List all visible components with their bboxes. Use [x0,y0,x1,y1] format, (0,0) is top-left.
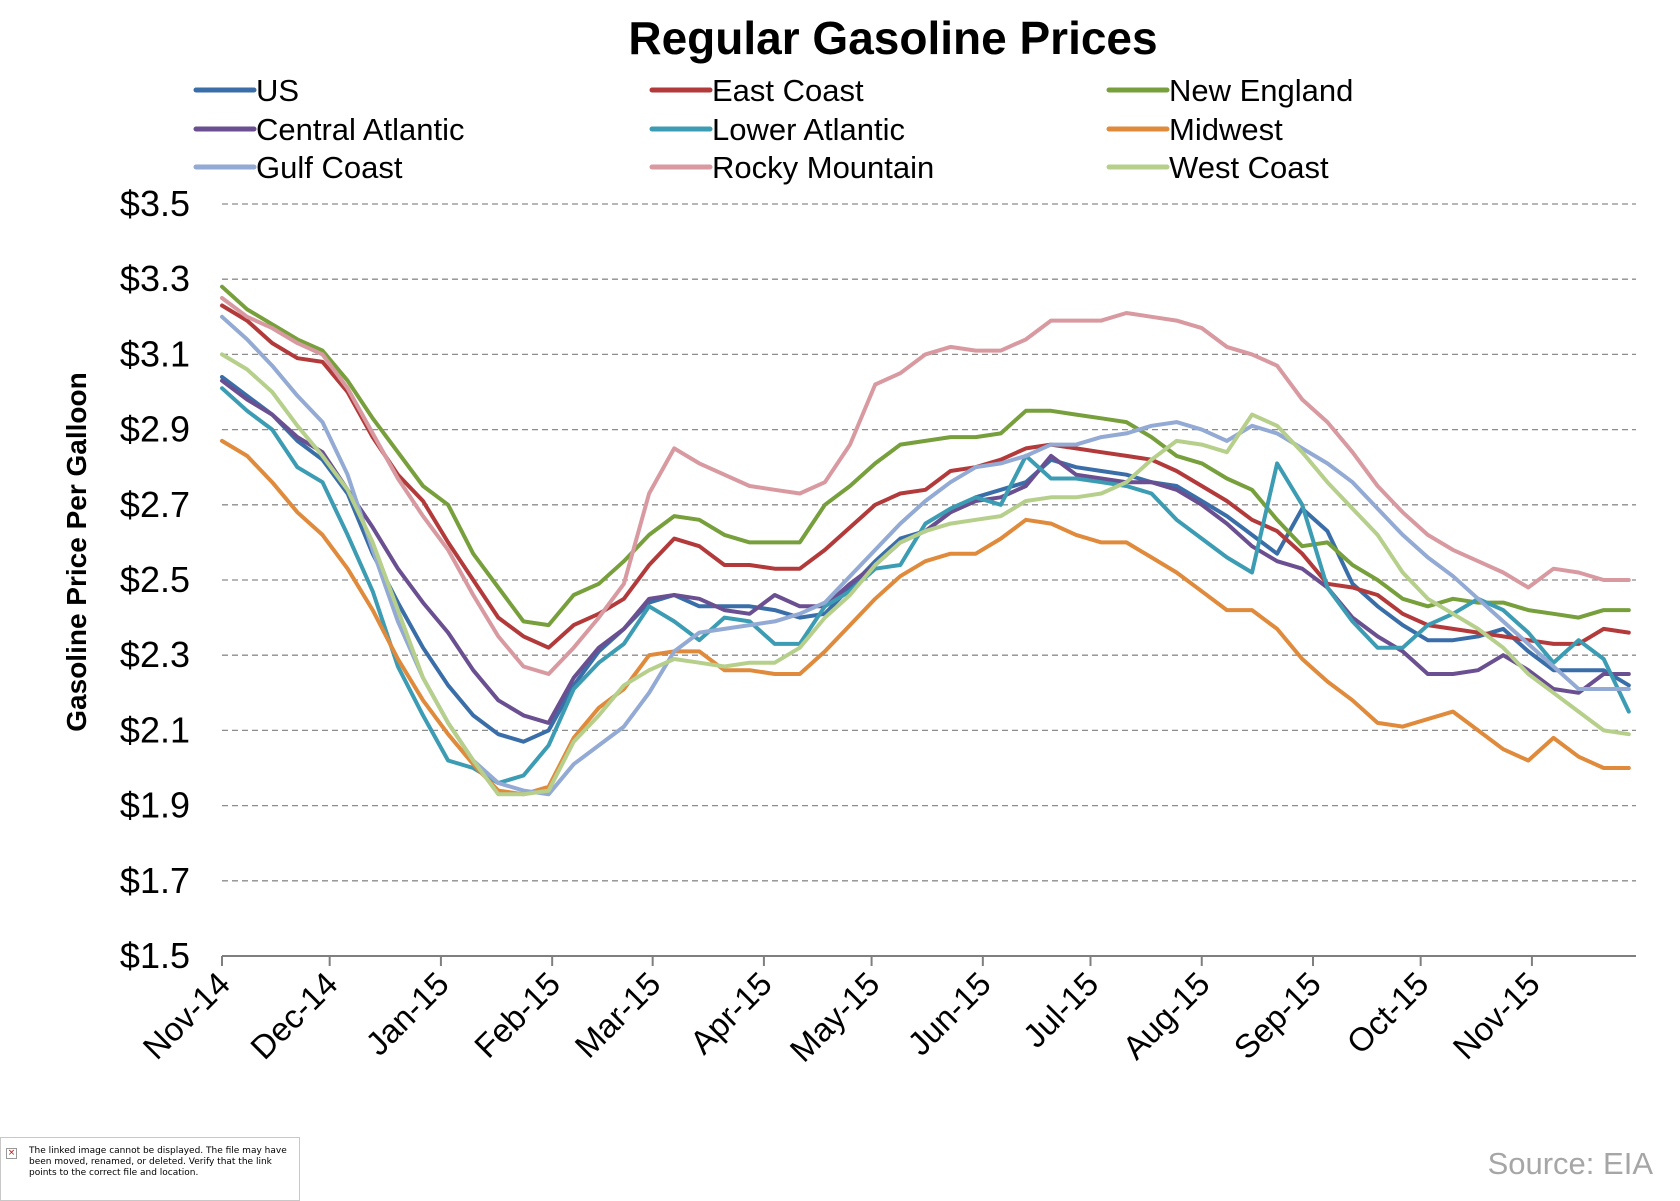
x-tick-label: Mar-15 [568,965,668,1065]
source-note: Source: EIA [1488,1146,1654,1181]
y-tick-label: $3.3 [120,258,190,299]
legend-label-east-coast: East Coast [712,73,864,108]
x-tick-label: Jun-15 [900,965,998,1063]
y-tick-label: $2.1 [120,709,190,750]
x-tick-label: Jul-15 [1016,965,1106,1055]
legend-label-gulf-coast: Gulf Coast [256,150,403,185]
y-tick-label: $1.9 [120,785,190,826]
x-tick-label: Aug-15 [1115,965,1216,1066]
x-tick-label: Apr-15 [683,965,779,1061]
series-line-midwest [220,438,1631,797]
legend: US East Coast New England Central Atlantic L… [193,73,1353,185]
chart-title: Regular Gasoline Prices [628,12,1157,64]
y-tick-label: $2.7 [120,484,190,525]
series-line-west-coast [220,352,1631,797]
series-line-new-england [220,284,1631,628]
x-tick-label: Dec-14 [243,965,344,1066]
y-tick-label: $2.9 [120,409,190,450]
x-tick-label: Jan-15 [358,965,456,1063]
x-tick-label: Sep-15 [1227,965,1328,1066]
series-line-lower-atlantic [220,386,1631,785]
series-lines [220,284,1631,797]
legend-label-us: US [256,73,299,108]
legend-label-rocky-mountain: Rocky Mountain [712,150,934,185]
legend-label-midwest: Midwest [1169,112,1283,147]
axes [221,955,1636,966]
y-tick-label: $3.1 [120,333,190,374]
y-tick-label: $2.3 [120,634,190,675]
y-tick-labels: $1.5 $1.7 $1.9 $2.1 $2.3 $2.5 $2.7 $2.9 $3.1 $3.3… [120,183,190,976]
x-tick-label: Nov-15 [1445,965,1546,1066]
gridlines [222,203,1636,882]
legend-label-central-atlantic: Central Atlantic [256,112,465,147]
legend-label-new-england: New England [1169,73,1353,108]
y-tick-label: $2.5 [120,559,190,600]
x-tick-labels: Nov-14 Dec-14 Jan-15 Feb-15 Mar-15 Apr-15 May-… [136,965,1547,1069]
x-tick-label: Oct-15 [1339,965,1435,1061]
broken-image-icon: × [6,1148,17,1159]
x-tick-label: Nov-14 [136,965,237,1066]
broken-image-message: The linked image cannot be displayed. Th… [29,1146,287,1178]
y-axis-label: Gasoline Price Per Galloon [61,372,92,731]
y-tick-label: $3.5 [120,183,190,224]
series-line-rocky-mountain [220,296,1631,676]
broken-image-placeholder: × The linked image cannot be displayed. … [0,1137,300,1201]
legend-label-lower-atlantic: Lower Atlantic [712,112,905,147]
x-tick-label: May-15 [783,965,887,1069]
x-tick-label: Feb-15 [467,965,567,1065]
y-tick-label: $1.5 [120,935,190,976]
series-line-central-atlantic [220,378,1631,725]
series-line-east-coast [220,303,1631,650]
legend-label-west-coast: West Coast [1169,150,1329,185]
y-tick-label: $1.7 [120,860,190,901]
